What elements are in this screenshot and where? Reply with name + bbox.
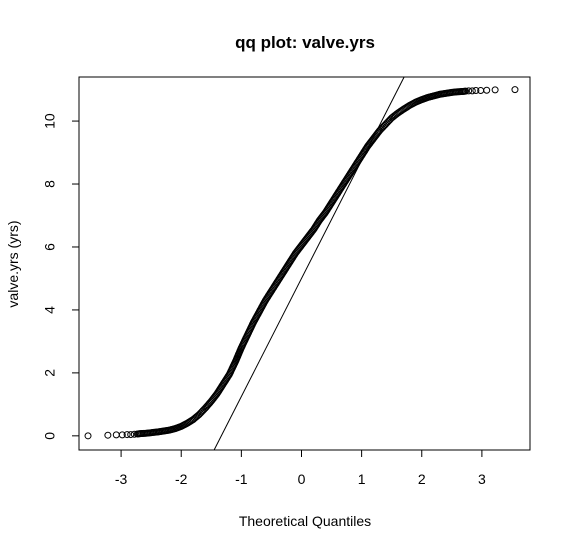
chart-title: qq plot: valve.yrs — [235, 33, 375, 52]
y-tick-label: 6 — [42, 243, 58, 251]
data-point — [135, 430, 143, 438]
data-point — [204, 401, 212, 409]
data-point — [491, 86, 499, 94]
data-point — [112, 431, 120, 439]
y-axis-label: valve.yrs (yrs) — [5, 220, 21, 307]
data-point — [367, 138, 375, 146]
data-point — [461, 87, 469, 95]
y-tick-label: 8 — [42, 180, 58, 188]
x-tick-label: 2 — [418, 471, 426, 487]
data-point — [290, 252, 298, 260]
plot-frame — [78, 76, 531, 451]
data-point — [373, 130, 381, 138]
x-tick-label: 3 — [478, 471, 486, 487]
data-point — [362, 145, 370, 153]
data-point — [483, 86, 491, 94]
plot-area — [78, 76, 531, 451]
x-tick-label: 0 — [298, 471, 306, 487]
data-point — [104, 431, 112, 439]
x-tick-label: -3 — [115, 471, 128, 487]
data-point — [118, 431, 126, 439]
data-point — [453, 88, 461, 96]
data-point — [127, 431, 135, 439]
data-point — [397, 107, 405, 115]
data-point — [468, 87, 476, 95]
data-point — [319, 212, 327, 220]
data-point — [457, 88, 465, 96]
data-point — [385, 116, 393, 124]
y-tick-label: 4 — [42, 306, 58, 314]
y-axis: 0 2 4 6 8 10 — [42, 113, 80, 440]
data-point — [211, 393, 219, 401]
data-point — [472, 87, 480, 95]
data-point — [295, 245, 303, 253]
x-tick-label: 1 — [358, 471, 366, 487]
y-tick-label: 10 — [42, 113, 58, 129]
data-point — [465, 87, 473, 95]
data-point — [379, 123, 387, 131]
data-point — [307, 229, 315, 237]
data-point — [314, 219, 322, 227]
data-point — [84, 432, 92, 440]
x-tick-label: -2 — [175, 471, 188, 487]
y-tick-label: 2 — [42, 369, 58, 377]
x-tick-label: -1 — [235, 471, 248, 487]
data-point — [194, 411, 202, 419]
y-tick-label: 0 — [42, 432, 58, 440]
x-axis-label: Theoretical Quantiles — [239, 513, 371, 529]
x-axis: -3 -2 -1 0 1 2 3 — [115, 449, 486, 487]
data-point — [123, 431, 131, 439]
data-point — [511, 86, 519, 94]
data-point — [301, 237, 309, 245]
